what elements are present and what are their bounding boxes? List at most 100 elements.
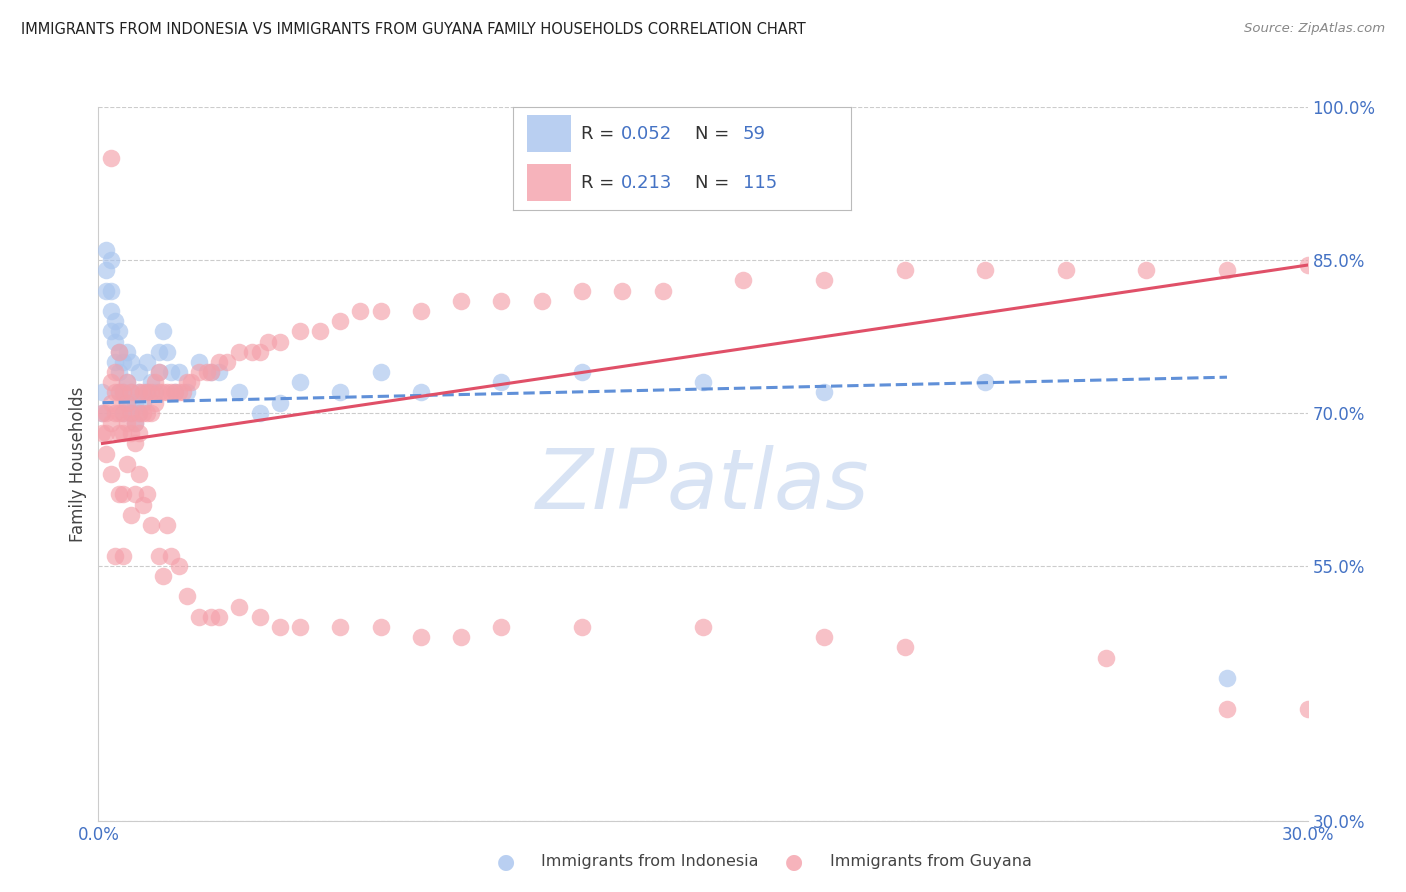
Point [91,406,114,420]
Point [195,365,218,379]
Point [143,376,166,390]
Point [103,355,125,369]
Point [288,620,311,634]
Point [124,416,146,430]
Point [111,487,134,501]
Point [111,406,134,420]
Text: R =: R = [581,174,626,192]
Text: 0.052: 0.052 [621,125,672,143]
Point [96,284,118,298]
Point [188,609,211,624]
Point [120,355,142,369]
Point [571,284,593,298]
Point [115,395,138,409]
Point [107,406,129,420]
Point [813,273,835,287]
Point [409,630,432,644]
Text: ZIPatlas: ZIPatlas [536,445,870,525]
Point [128,406,150,420]
Point [167,365,190,379]
Point [143,385,166,400]
Point [1296,701,1319,715]
Point [128,426,150,441]
Point [107,324,129,338]
Point [103,314,125,328]
Point [120,406,142,420]
Point [115,416,138,430]
Point [491,620,513,634]
Point [163,385,186,400]
Point [152,324,174,338]
Point [111,406,134,420]
Point [180,376,202,390]
Bar [527,115,571,153]
Point [692,376,714,390]
Bar [527,164,571,202]
Point [893,263,915,277]
Point [103,385,125,400]
Point [409,385,432,400]
Point [200,365,222,379]
Point [100,324,122,338]
Point [135,406,157,420]
Y-axis label: Family Households: Family Households [69,386,87,541]
Point [491,376,513,390]
Point [974,376,997,390]
Point [120,385,142,400]
Point [132,385,155,400]
Point [176,590,198,604]
Point [135,385,157,400]
Point [172,385,194,400]
Point [1054,263,1077,277]
Point [100,376,122,390]
Point [156,385,179,400]
Point [107,344,129,359]
Point [115,344,138,359]
Point [1216,671,1239,685]
Point [1216,701,1239,715]
Point [132,498,155,512]
Point [1135,263,1157,277]
Point [288,376,311,390]
Point [176,385,198,400]
Point [148,344,170,359]
Point [91,426,114,441]
Point [974,263,997,277]
Point [571,620,593,634]
Point [100,304,122,318]
Point [240,344,263,359]
Point [135,385,157,400]
Point [120,406,142,420]
Point [107,365,129,379]
Point [160,365,183,379]
Point [103,549,125,563]
Point [228,385,250,400]
Point [91,385,114,400]
Point [329,314,352,328]
Point [107,487,129,501]
Point [167,385,190,400]
Point [111,426,134,441]
Point [120,426,142,441]
Point [115,376,138,390]
Point [269,334,291,349]
Point [651,284,673,298]
Point [148,365,170,379]
Point [107,385,129,400]
Point [228,344,250,359]
Point [128,385,150,400]
Point [148,385,170,400]
Point [163,385,186,400]
Point [813,630,835,644]
Point [249,609,271,624]
Point [107,385,129,400]
Point [124,416,146,430]
Point [139,518,162,533]
Point [96,406,118,420]
Point [128,406,150,420]
Point [813,385,835,400]
Point [128,365,150,379]
Point [115,395,138,409]
Point [107,344,129,359]
Point [217,355,239,369]
